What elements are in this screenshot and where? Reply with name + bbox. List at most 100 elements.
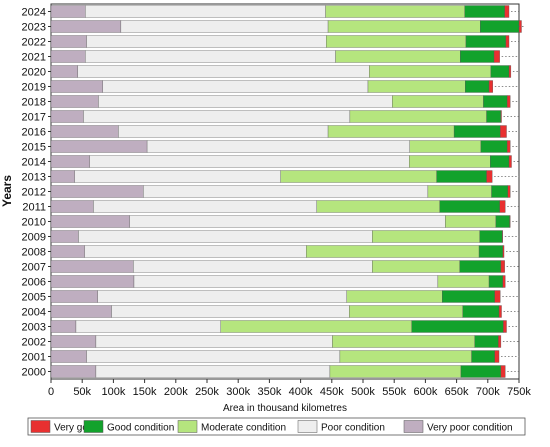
x-tick-label-350: 350k — [257, 386, 281, 398]
bar-segment-good-condition-2016 — [453, 125, 501, 138]
bar-segment-good-condition-2019 — [465, 80, 490, 93]
bar-segment-very-good-2011 — [499, 200, 506, 213]
legend-label-poor-condition: Poor condition — [321, 423, 385, 434]
bar-segment-very-good-2015 — [506, 140, 511, 153]
bar-segment-moderate-condition-2010 — [445, 215, 497, 228]
legend-label-very-poor-condition: Very poor condition — [427, 423, 513, 434]
bar-segment-very-good-2008 — [502, 245, 505, 258]
x-tick-label-550: 550k — [382, 386, 406, 398]
bar-segment-very-poor-condition-2000 — [50, 365, 97, 378]
y-axis-label: Years — [0, 175, 14, 207]
bar-segment-moderate-condition-2016 — [327, 125, 455, 138]
y-tick-label-2013: 2013 — [22, 171, 46, 183]
bar-segment-poor-condition-2024 — [85, 5, 326, 18]
bar-segment-moderate-condition-2008 — [306, 245, 480, 258]
x-tick-label-650: 650k — [445, 386, 469, 398]
bar-segment-moderate-condition-2014 — [409, 155, 491, 168]
bar-segment-moderate-condition-2001 — [339, 350, 472, 363]
x-tick-label-450: 450k — [320, 386, 344, 398]
x-tick-label-600: 600k — [413, 386, 437, 398]
bar-segment-good-condition-2022 — [465, 35, 507, 48]
bar-segment-moderate-condition-2006 — [437, 275, 490, 288]
bar-segment-very-good-2021 — [493, 50, 500, 63]
bar-segment-very-good-2001 — [494, 350, 500, 363]
bar-segment-poor-condition-2003 — [75, 320, 221, 333]
bar-segment-very-good-2013 — [486, 170, 493, 183]
y-tick-label-2023: 2023 — [22, 21, 46, 33]
bar-segment-poor-condition-2002 — [95, 335, 333, 348]
bar-segment-moderate-condition-2017 — [349, 110, 487, 123]
bar-segment-very-poor-condition-2005 — [50, 290, 98, 303]
bar-segment-good-condition-2009 — [479, 230, 503, 243]
bar-segment-good-condition-2005 — [442, 290, 495, 303]
bar-segment-very-poor-condition-2019 — [50, 80, 103, 93]
legend-swatch-very-poor-condition — [403, 420, 424, 433]
legend-box — [27, 417, 526, 436]
bar-segment-very-good-2022 — [505, 35, 510, 48]
bar-segment-good-condition-2017 — [486, 110, 502, 123]
bar-segment-poor-condition-2004 — [111, 305, 350, 318]
bar-segment-very-good-2007 — [500, 260, 505, 273]
bar-segment-good-condition-2015 — [480, 140, 508, 153]
bar-segment-very-poor-condition-2015 — [50, 140, 148, 153]
bar-segment-good-condition-2023 — [480, 20, 520, 33]
bar-segment-poor-condition-2015 — [146, 140, 410, 153]
bar-segment-moderate-condition-2000 — [329, 365, 462, 378]
bar-segment-very-good-2004 — [498, 305, 502, 318]
bar-segment-good-condition-2013 — [436, 170, 487, 183]
bar-segment-poor-condition-2005 — [97, 290, 347, 303]
y-tick-label-2001: 2001 — [22, 351, 46, 363]
bar-segment-very-poor-condition-2006 — [50, 275, 135, 288]
bar-segment-poor-condition-2023 — [120, 20, 329, 33]
bar-segment-very-good-2000 — [500, 365, 506, 378]
x-axis: 0 50k 100k 150k 200k 250k 300k 350k 400k 450k 500k… — [48, 379, 531, 398]
bar-segment-very-good-2017 — [500, 110, 502, 123]
bar-segment-good-condition-2007 — [459, 260, 502, 273]
bar-segment-moderate-condition-2013 — [280, 170, 437, 183]
bar-segment-poor-condition-2010 — [129, 215, 446, 228]
bar-segment-very-poor-condition-2012 — [50, 185, 144, 198]
legend-swatch-very-good — [30, 420, 51, 433]
bar-segment-very-poor-condition-2013 — [50, 170, 75, 183]
bar-segment-poor-condition-2016 — [118, 125, 329, 138]
bar-segment-very-poor-condition-2011 — [50, 200, 94, 213]
y-tick-label-2006: 2006 — [22, 276, 46, 288]
bar-segment-poor-condition-2012 — [143, 185, 429, 198]
bar-segment-very-poor-condition-2022 — [50, 35, 87, 48]
bar-segment-very-good-2019 — [488, 80, 493, 93]
bar-segment-good-condition-2008 — [478, 245, 503, 258]
bars-group — [50, 5, 524, 378]
bar-segment-very-poor-condition-2001 — [50, 350, 87, 363]
bar-segment-poor-condition-2001 — [86, 350, 341, 363]
legend-label-very-good: Very good — [54, 423, 99, 434]
bar-segment-very-good-2003 — [503, 320, 507, 333]
y-tick-label-2007: 2007 — [22, 261, 46, 273]
y-tick-label-2002: 2002 — [22, 336, 46, 348]
bar-segment-poor-condition-2019 — [102, 80, 369, 93]
bar-segment-very-poor-condition-2021 — [50, 50, 86, 63]
y-tick-labels: 2024 2023 2022 2021 2020 2019 2018 2017 2016 2015… — [22, 6, 51, 378]
bar-segment-very-poor-condition-2007 — [50, 260, 134, 273]
bar-segment-poor-condition-2017 — [83, 110, 351, 123]
y-tick-label-2015: 2015 — [22, 141, 46, 153]
bar-segment-poor-condition-2006 — [133, 275, 439, 288]
bar-segment-moderate-condition-2022 — [326, 35, 467, 48]
bar-segment-very-good-2024 — [504, 5, 510, 18]
bar-segment-very-poor-condition-2010 — [50, 215, 130, 228]
bar-segment-good-condition-2020 — [490, 65, 510, 78]
bar-segment-moderate-condition-2009 — [372, 230, 480, 243]
y-tick-label-2022: 2022 — [22, 36, 46, 48]
bar-segment-very-good-2006 — [502, 275, 506, 288]
bar-segment-very-good-2018 — [506, 95, 511, 108]
legend-swatch-good-condition — [83, 420, 104, 433]
bar-segment-moderate-condition-2021 — [335, 50, 461, 63]
bar-segment-good-condition-2014 — [490, 155, 510, 168]
bar-segment-very-good-2020 — [508, 65, 512, 78]
y-tick-label-2008: 2008 — [22, 246, 46, 258]
y-tick-label-2009: 2009 — [22, 231, 46, 243]
bar-segment-very-good-2010 — [509, 215, 511, 228]
bar-segment-moderate-condition-2024 — [325, 5, 465, 18]
x-tick-label-50: 50k — [73, 386, 91, 398]
x-tick-label-750: 750k — [507, 386, 531, 398]
